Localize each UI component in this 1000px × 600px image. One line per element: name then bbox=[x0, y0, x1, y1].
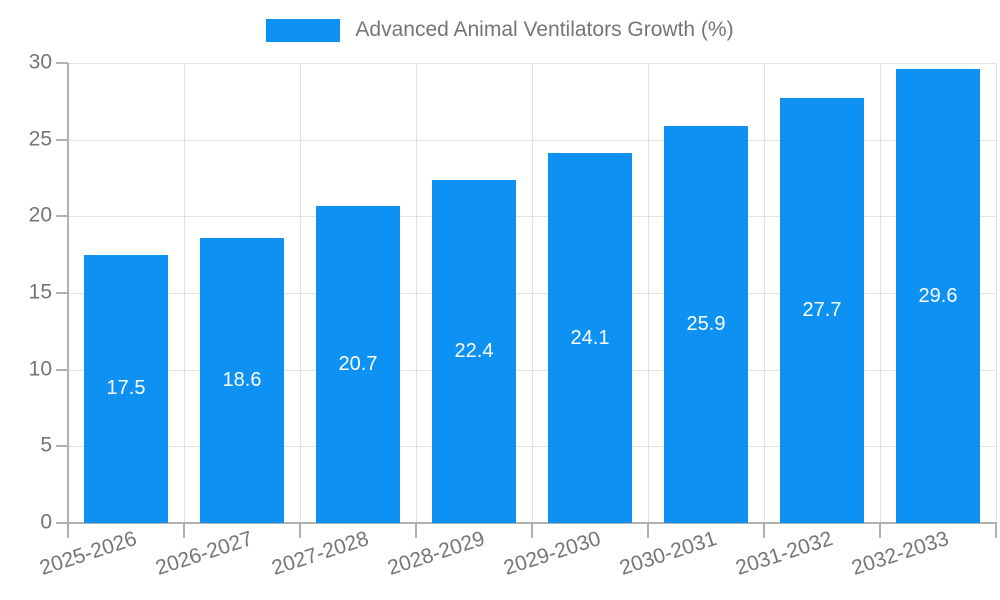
bar-value-label: 22.4 bbox=[454, 339, 494, 362]
gridline-vertical bbox=[880, 63, 881, 523]
y-axis-line bbox=[67, 63, 69, 523]
legend-swatch bbox=[266, 18, 341, 42]
x-axis-tick bbox=[67, 523, 69, 538]
y-axis-tick bbox=[56, 445, 68, 448]
y-axis-tick bbox=[56, 138, 68, 141]
x-axis-tick-label: 2026-2027 bbox=[152, 527, 256, 580]
gridline-vertical bbox=[764, 63, 765, 523]
x-axis-tick-label: 2027-2028 bbox=[268, 527, 372, 580]
y-axis-tick-label: 10 bbox=[28, 357, 52, 381]
y-axis-tick bbox=[56, 522, 68, 524]
x-axis-line bbox=[67, 522, 997, 524]
bar-value-label: 20.7 bbox=[338, 352, 378, 375]
bar-value-label: 29.6 bbox=[918, 284, 958, 307]
x-axis-tick-label: 2028-2029 bbox=[384, 527, 488, 580]
bar[interactable]: 17.5 bbox=[84, 254, 168, 523]
bar[interactable]: 20.7 bbox=[316, 205, 400, 523]
x-axis-tick-label: 2031-2032 bbox=[732, 527, 836, 580]
bar[interactable]: 29.6 bbox=[896, 69, 980, 523]
y-axis-tick-label: 20 bbox=[28, 203, 52, 227]
bar[interactable]: 18.6 bbox=[200, 237, 284, 523]
gridline-vertical bbox=[648, 63, 649, 523]
y-axis-tick-label: 5 bbox=[40, 433, 52, 457]
bar[interactable]: 22.4 bbox=[432, 179, 516, 523]
y-axis-tick-label: 0 bbox=[40, 510, 52, 534]
legend-label: Advanced Animal Ventilators Growth (%) bbox=[355, 18, 734, 41]
bar-value-label: 25.9 bbox=[686, 312, 726, 335]
x-axis-tick bbox=[879, 523, 881, 538]
x-axis-tick bbox=[415, 523, 417, 538]
y-axis-tick-label: 25 bbox=[28, 127, 52, 151]
bar-value-label: 24.1 bbox=[570, 326, 610, 349]
x-axis-tick bbox=[299, 523, 301, 538]
chart-legend[interactable]: Advanced Animal Ventilators Growth (%) bbox=[0, 18, 1000, 42]
bar[interactable]: 24.1 bbox=[548, 153, 632, 523]
gridline-vertical bbox=[532, 63, 533, 523]
x-axis-tick-label: 2025-2026 bbox=[36, 527, 140, 580]
bar-value-label: 27.7 bbox=[802, 299, 842, 322]
y-axis-tick bbox=[56, 368, 68, 371]
y-axis-tick bbox=[56, 62, 68, 64]
y-axis-tick bbox=[56, 215, 68, 218]
x-axis-tick-label: 2030-2031 bbox=[616, 527, 720, 580]
x-axis-tick bbox=[531, 523, 533, 538]
x-axis-tick bbox=[763, 523, 765, 538]
y-axis-tick-label: 15 bbox=[28, 280, 52, 304]
gridline-vertical bbox=[184, 63, 185, 523]
x-axis-tick bbox=[995, 523, 997, 538]
x-axis-tick bbox=[183, 523, 185, 538]
gridline-vertical bbox=[416, 63, 417, 523]
bar-value-label: 18.6 bbox=[222, 368, 262, 391]
bar-value-label: 17.5 bbox=[106, 377, 146, 400]
bar[interactable]: 25.9 bbox=[664, 125, 748, 523]
y-axis-tick bbox=[56, 292, 68, 294]
x-axis-tick-label: 2032-2033 bbox=[848, 527, 952, 580]
gridline-vertical bbox=[996, 63, 997, 523]
bar[interactable]: 27.7 bbox=[780, 98, 864, 523]
x-axis-tick bbox=[647, 523, 649, 538]
gridline-vertical bbox=[300, 63, 301, 523]
y-axis-tick-label: 30 bbox=[28, 50, 52, 74]
x-axis-tick-label: 2029-2030 bbox=[500, 527, 604, 580]
